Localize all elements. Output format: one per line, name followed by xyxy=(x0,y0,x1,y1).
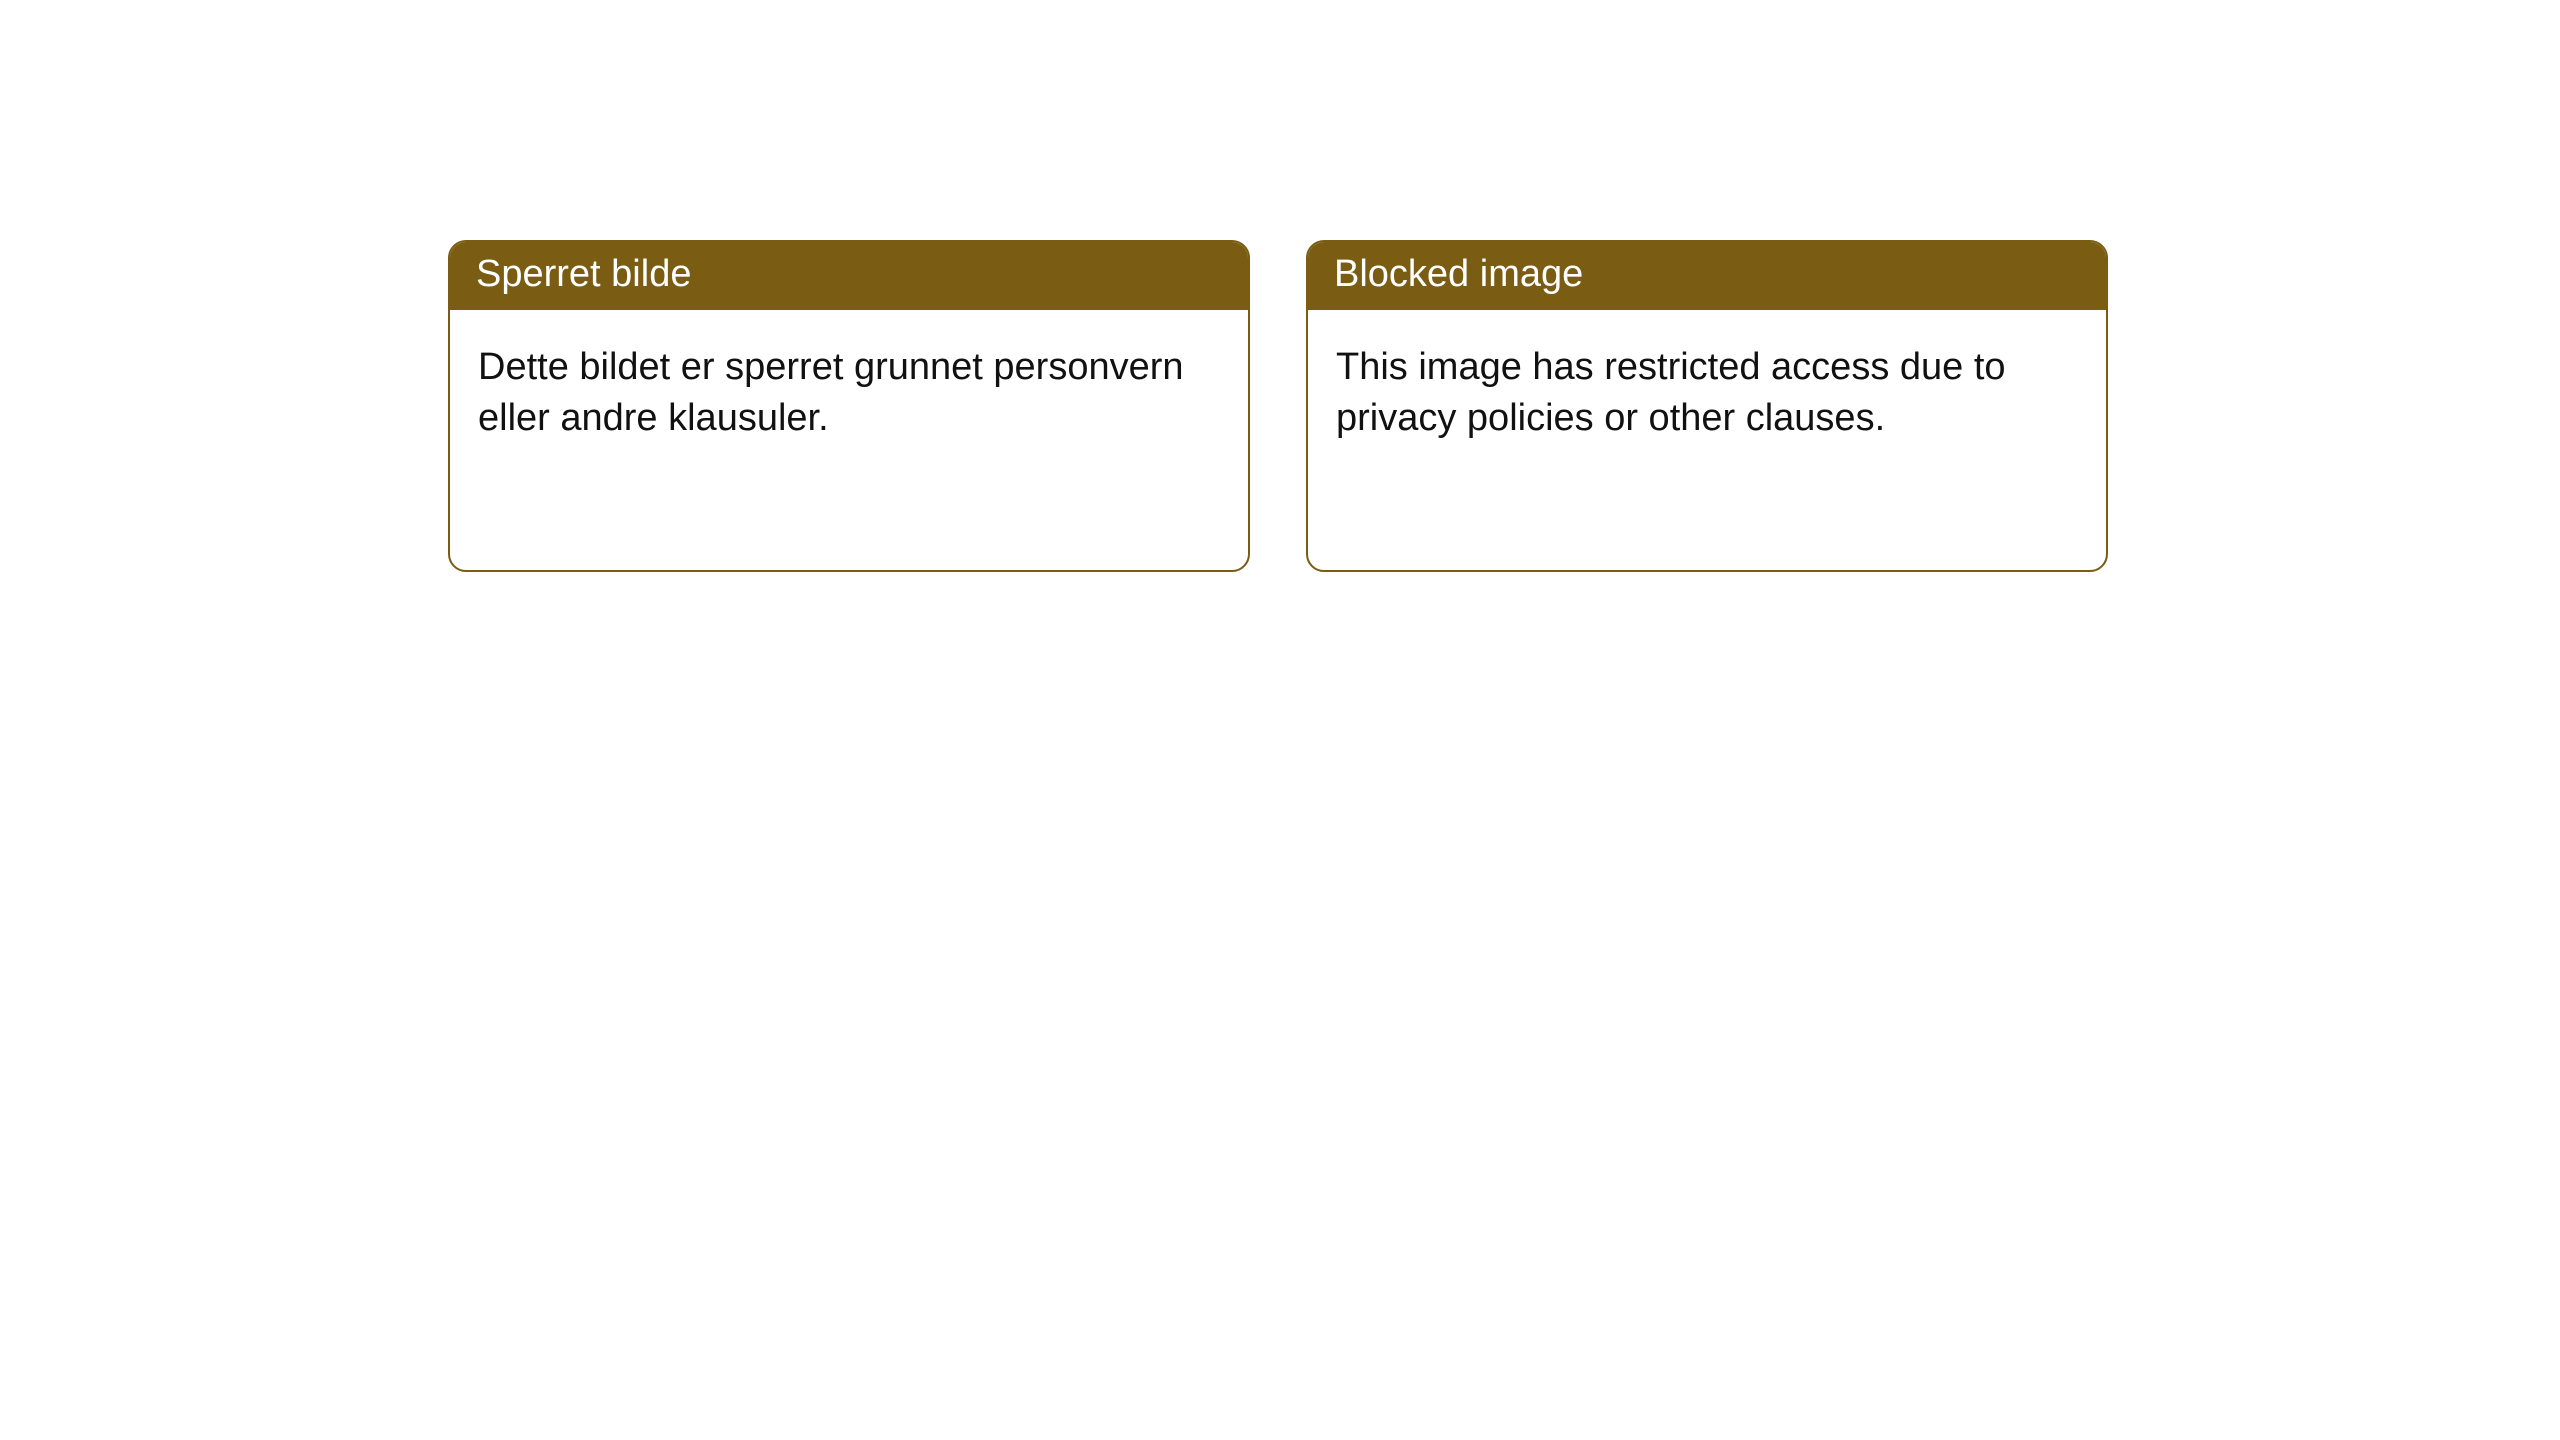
notice-cards-row: Sperret bilde Dette bildet er sperret gr… xyxy=(0,0,2560,572)
notice-card-no-title: Sperret bilde xyxy=(450,242,1248,310)
notice-card-no: Sperret bilde Dette bildet er sperret gr… xyxy=(448,240,1250,572)
notice-card-no-body: Dette bildet er sperret grunnet personve… xyxy=(450,310,1248,570)
notice-card-en-text: This image has restricted access due to … xyxy=(1336,342,2078,445)
notice-card-en: Blocked image This image has restricted … xyxy=(1306,240,2108,572)
notice-card-no-text: Dette bildet er sperret grunnet personve… xyxy=(478,342,1220,445)
notice-card-en-body: This image has restricted access due to … xyxy=(1308,310,2106,570)
notice-card-en-title: Blocked image xyxy=(1308,242,2106,310)
